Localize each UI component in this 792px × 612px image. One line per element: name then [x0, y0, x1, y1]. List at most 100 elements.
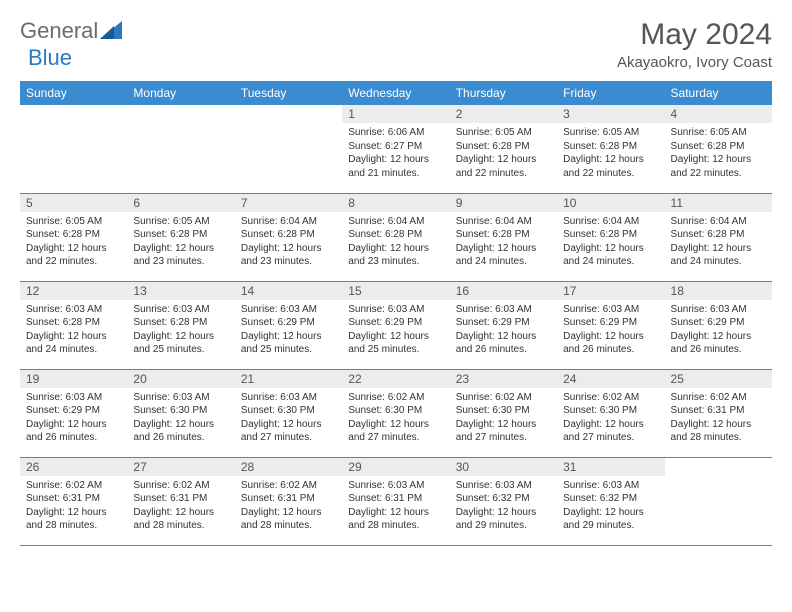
day-number: 14	[235, 282, 342, 300]
calendar-day-cell: 9Sunrise: 6:04 AMSunset: 6:28 PMDaylight…	[450, 193, 557, 281]
day-info: Sunrise: 6:02 AMSunset: 6:31 PMDaylight:…	[235, 476, 342, 537]
day-number: 6	[127, 194, 234, 212]
day-info: Sunrise: 6:02 AMSunset: 6:31 PMDaylight:…	[665, 388, 772, 449]
calendar-week-row: 12Sunrise: 6:03 AMSunset: 6:28 PMDayligh…	[20, 281, 772, 369]
calendar-day-cell: 26Sunrise: 6:02 AMSunset: 6:31 PMDayligh…	[20, 457, 127, 545]
day-info: Sunrise: 6:04 AMSunset: 6:28 PMDaylight:…	[235, 212, 342, 273]
calendar-day-cell: 2Sunrise: 6:05 AMSunset: 6:28 PMDaylight…	[450, 105, 557, 193]
calendar-day-cell: 1Sunrise: 6:06 AMSunset: 6:27 PMDaylight…	[342, 105, 449, 193]
day-info: Sunrise: 6:02 AMSunset: 6:30 PMDaylight:…	[342, 388, 449, 449]
logo: General	[20, 18, 126, 44]
calendar-body: 1Sunrise: 6:06 AMSunset: 6:27 PMDaylight…	[20, 105, 772, 545]
calendar-day-cell: 5Sunrise: 6:05 AMSunset: 6:28 PMDaylight…	[20, 193, 127, 281]
day-number: 27	[127, 458, 234, 476]
day-info: Sunrise: 6:04 AMSunset: 6:28 PMDaylight:…	[450, 212, 557, 273]
month-title: May 2024	[617, 18, 772, 52]
calendar-day-cell: 28Sunrise: 6:02 AMSunset: 6:31 PMDayligh…	[235, 457, 342, 545]
weekday-header: Tuesday	[235, 81, 342, 105]
calendar-day-cell	[235, 105, 342, 193]
day-number: 9	[450, 194, 557, 212]
day-number: 16	[450, 282, 557, 300]
day-info: Sunrise: 6:03 AMSunset: 6:32 PMDaylight:…	[557, 476, 664, 537]
day-info: Sunrise: 6:02 AMSunset: 6:31 PMDaylight:…	[20, 476, 127, 537]
day-info: Sunrise: 6:05 AMSunset: 6:28 PMDaylight:…	[665, 123, 772, 184]
day-number: 11	[665, 194, 772, 212]
calendar-day-cell: 22Sunrise: 6:02 AMSunset: 6:30 PMDayligh…	[342, 369, 449, 457]
day-info: Sunrise: 6:03 AMSunset: 6:28 PMDaylight:…	[127, 300, 234, 361]
weekday-header: Sunday	[20, 81, 127, 105]
calendar-week-row: 19Sunrise: 6:03 AMSunset: 6:29 PMDayligh…	[20, 369, 772, 457]
day-number: 17	[557, 282, 664, 300]
calendar-day-cell	[665, 457, 772, 545]
day-info: Sunrise: 6:05 AMSunset: 6:28 PMDaylight:…	[557, 123, 664, 184]
calendar-day-cell: 19Sunrise: 6:03 AMSunset: 6:29 PMDayligh…	[20, 369, 127, 457]
day-info: Sunrise: 6:05 AMSunset: 6:28 PMDaylight:…	[20, 212, 127, 273]
calendar-day-cell: 13Sunrise: 6:03 AMSunset: 6:28 PMDayligh…	[127, 281, 234, 369]
calendar-day-cell: 30Sunrise: 6:03 AMSunset: 6:32 PMDayligh…	[450, 457, 557, 545]
calendar-day-cell: 7Sunrise: 6:04 AMSunset: 6:28 PMDaylight…	[235, 193, 342, 281]
calendar-day-cell: 24Sunrise: 6:02 AMSunset: 6:30 PMDayligh…	[557, 369, 664, 457]
calendar-day-cell: 3Sunrise: 6:05 AMSunset: 6:28 PMDaylight…	[557, 105, 664, 193]
day-number: 24	[557, 370, 664, 388]
weekday-header: Wednesday	[342, 81, 449, 105]
calendar-day-cell: 18Sunrise: 6:03 AMSunset: 6:29 PMDayligh…	[665, 281, 772, 369]
calendar-day-cell	[127, 105, 234, 193]
title-block: May 2024 Akayaokro, Ivory Coast	[617, 18, 772, 71]
day-number: 8	[342, 194, 449, 212]
calendar-week-row: 5Sunrise: 6:05 AMSunset: 6:28 PMDaylight…	[20, 193, 772, 281]
calendar-day-cell: 14Sunrise: 6:03 AMSunset: 6:29 PMDayligh…	[235, 281, 342, 369]
day-number: 29	[342, 458, 449, 476]
day-number: 25	[665, 370, 772, 388]
day-number: 18	[665, 282, 772, 300]
day-number: 15	[342, 282, 449, 300]
day-info: Sunrise: 6:03 AMSunset: 6:29 PMDaylight:…	[665, 300, 772, 361]
header: General May 2024 Akayaokro, Ivory Coast	[20, 18, 772, 71]
day-info: Sunrise: 6:03 AMSunset: 6:29 PMDaylight:…	[450, 300, 557, 361]
weekday-header-row: SundayMondayTuesdayWednesdayThursdayFrid…	[20, 81, 772, 105]
day-number: 21	[235, 370, 342, 388]
day-number: 30	[450, 458, 557, 476]
day-info: Sunrise: 6:05 AMSunset: 6:28 PMDaylight:…	[127, 212, 234, 273]
day-number: 26	[20, 458, 127, 476]
day-info: Sunrise: 6:02 AMSunset: 6:30 PMDaylight:…	[450, 388, 557, 449]
day-number: 3	[557, 105, 664, 123]
calendar-day-cell: 16Sunrise: 6:03 AMSunset: 6:29 PMDayligh…	[450, 281, 557, 369]
day-number: 5	[20, 194, 127, 212]
day-number: 10	[557, 194, 664, 212]
day-info: Sunrise: 6:04 AMSunset: 6:28 PMDaylight:…	[665, 212, 772, 273]
day-info: Sunrise: 6:03 AMSunset: 6:29 PMDaylight:…	[235, 300, 342, 361]
day-number: 2	[450, 105, 557, 123]
weekday-header: Friday	[557, 81, 664, 105]
day-info: Sunrise: 6:04 AMSunset: 6:28 PMDaylight:…	[342, 212, 449, 273]
day-info: Sunrise: 6:03 AMSunset: 6:31 PMDaylight:…	[342, 476, 449, 537]
day-number: 31	[557, 458, 664, 476]
day-info: Sunrise: 6:05 AMSunset: 6:28 PMDaylight:…	[450, 123, 557, 184]
calendar-day-cell: 15Sunrise: 6:03 AMSunset: 6:29 PMDayligh…	[342, 281, 449, 369]
logo-text-blue: Blue	[28, 45, 72, 71]
day-number: 19	[20, 370, 127, 388]
weekday-header: Saturday	[665, 81, 772, 105]
calendar-day-cell: 27Sunrise: 6:02 AMSunset: 6:31 PMDayligh…	[127, 457, 234, 545]
day-info: Sunrise: 6:03 AMSunset: 6:30 PMDaylight:…	[235, 388, 342, 449]
day-info: Sunrise: 6:02 AMSunset: 6:30 PMDaylight:…	[557, 388, 664, 449]
day-info: Sunrise: 6:03 AMSunset: 6:29 PMDaylight:…	[342, 300, 449, 361]
calendar-day-cell: 17Sunrise: 6:03 AMSunset: 6:29 PMDayligh…	[557, 281, 664, 369]
calendar-day-cell: 31Sunrise: 6:03 AMSunset: 6:32 PMDayligh…	[557, 457, 664, 545]
calendar-day-cell: 23Sunrise: 6:02 AMSunset: 6:30 PMDayligh…	[450, 369, 557, 457]
weekday-header: Monday	[127, 81, 234, 105]
location: Akayaokro, Ivory Coast	[617, 54, 772, 71]
calendar-day-cell: 10Sunrise: 6:04 AMSunset: 6:28 PMDayligh…	[557, 193, 664, 281]
calendar-day-cell: 12Sunrise: 6:03 AMSunset: 6:28 PMDayligh…	[20, 281, 127, 369]
weekday-header: Thursday	[450, 81, 557, 105]
calendar-week-row: 26Sunrise: 6:02 AMSunset: 6:31 PMDayligh…	[20, 457, 772, 545]
day-info: Sunrise: 6:02 AMSunset: 6:31 PMDaylight:…	[127, 476, 234, 537]
day-number: 13	[127, 282, 234, 300]
day-info: Sunrise: 6:03 AMSunset: 6:32 PMDaylight:…	[450, 476, 557, 537]
calendar-day-cell: 6Sunrise: 6:05 AMSunset: 6:28 PMDaylight…	[127, 193, 234, 281]
day-info: Sunrise: 6:03 AMSunset: 6:29 PMDaylight:…	[557, 300, 664, 361]
calendar-day-cell: 20Sunrise: 6:03 AMSunset: 6:30 PMDayligh…	[127, 369, 234, 457]
calendar-day-cell: 25Sunrise: 6:02 AMSunset: 6:31 PMDayligh…	[665, 369, 772, 457]
logo-sail-icon	[100, 21, 126, 41]
day-info: Sunrise: 6:03 AMSunset: 6:30 PMDaylight:…	[127, 388, 234, 449]
day-number: 22	[342, 370, 449, 388]
